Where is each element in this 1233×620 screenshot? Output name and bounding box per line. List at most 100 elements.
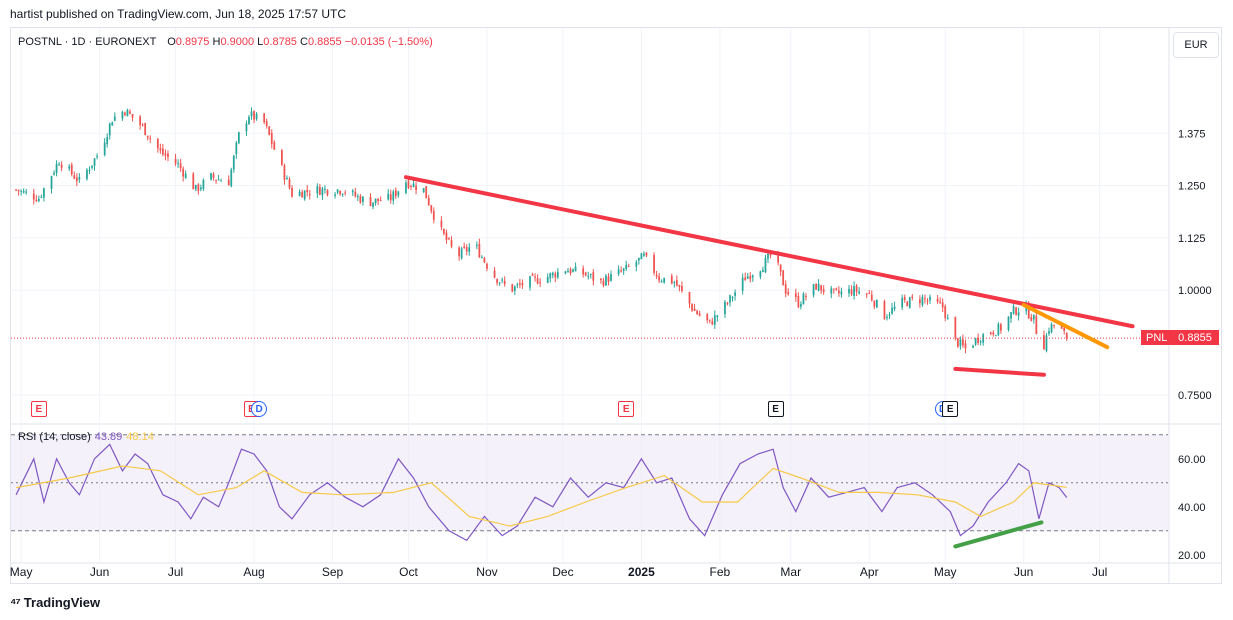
time-tick-label: Jul (1092, 565, 1107, 579)
rsi-ma-line[interactable] (15, 465, 1067, 527)
currency-button[interactable]: EUR (1173, 32, 1219, 58)
candle-body (637, 257, 640, 261)
candle-body (635, 262, 638, 267)
resistance-trendline[interactable] (953, 366, 1046, 377)
candle-body (156, 138, 159, 149)
candle-body (627, 265, 630, 267)
candle-body (691, 304, 693, 311)
dividend-marker[interactable]: D (251, 401, 268, 417)
candle-body (989, 332, 992, 334)
symbol-label[interactable]: POSTNL · 1D · EURONEXT (18, 36, 157, 48)
footer-brand[interactable]: ⁴⁷ TradingView (10, 595, 100, 610)
candle-body (868, 293, 871, 295)
candle-body (162, 148, 164, 155)
high-value: 0.9000 (220, 36, 255, 48)
publisher-caption: hartist published on TradingView.com, Ju… (10, 7, 346, 21)
candle-body (751, 275, 754, 278)
candle-body (498, 282, 501, 284)
short-trendline[interactable] (1021, 302, 1110, 350)
candle-body (1015, 307, 1017, 315)
candle-body (174, 158, 177, 164)
candle-body (941, 302, 944, 308)
candle-body (964, 343, 967, 349)
candle-body (341, 193, 344, 195)
candle-body (840, 291, 843, 295)
last-price-tag: 0.8855 (1171, 330, 1219, 345)
candle-body (539, 282, 542, 284)
candle-body (962, 339, 964, 346)
time-tick-label: Sep (322, 565, 344, 579)
earnings-marker[interactable]: E (767, 401, 784, 417)
candle-body (58, 164, 60, 166)
candle-body (458, 247, 461, 257)
earnings-marker[interactable]: E (942, 401, 959, 417)
candle-body (344, 192, 347, 194)
candle-body (75, 177, 78, 182)
candle-body (764, 257, 767, 273)
candle-body (908, 297, 911, 308)
candle-body (486, 263, 488, 269)
candle-body (356, 196, 359, 198)
candle-body (25, 191, 28, 193)
candle-body (321, 188, 324, 196)
candle-body (551, 272, 554, 276)
candle-body (602, 280, 605, 286)
candle-body (250, 111, 253, 117)
footer-brand-label: TradingView (23, 595, 101, 610)
candle-body (422, 188, 425, 193)
candle-body (536, 278, 539, 284)
candle-body (592, 272, 595, 281)
rsi-divergence-line[interactable] (953, 520, 1044, 549)
candle-body (556, 271, 559, 278)
candle-body (835, 288, 838, 290)
candle-body (164, 153, 167, 156)
candle-body (1007, 316, 1010, 330)
candle-body (554, 273, 557, 278)
time-tick-label: Oct (399, 565, 418, 579)
candle-body (40, 196, 43, 198)
candle-body (263, 113, 266, 123)
candle-body (625, 264, 628, 269)
price-tick-label: 0.7500 (1178, 390, 1212, 402)
candle-body (802, 293, 805, 305)
candle-body (924, 298, 926, 300)
candle-body (55, 164, 58, 174)
candle-body (255, 113, 258, 120)
candle-body (465, 247, 468, 252)
rsi-line[interactable] (15, 443, 1068, 542)
candle-body (954, 316, 957, 338)
candle-body (574, 266, 577, 272)
candle-body (797, 296, 800, 308)
candle-body (463, 246, 466, 248)
candle-body (521, 283, 524, 286)
rsi-label[interactable]: RSI (14, close) (18, 431, 91, 443)
candle-body (389, 194, 392, 201)
candle-body (298, 191, 301, 196)
candle-body (392, 191, 395, 201)
candle-body (564, 271, 567, 274)
candle-body (858, 291, 861, 294)
price-tick-label: 1.0000 (1178, 285, 1212, 297)
earnings-marker[interactable]: E (618, 401, 635, 417)
time-tick-label: Jul (168, 565, 183, 579)
candle-body (351, 190, 354, 193)
candle-body (374, 198, 377, 204)
candle-body (837, 290, 840, 294)
candle-body (306, 189, 309, 193)
candle-body (167, 153, 169, 158)
candle-body (235, 142, 238, 155)
candle-body (20, 190, 23, 192)
earnings-marker[interactable]: E (30, 401, 47, 417)
candle-body (569, 269, 572, 274)
candle-body (50, 176, 53, 189)
candle-body (782, 270, 785, 286)
price-tick-label: 1.125 (1178, 233, 1206, 245)
candle-body (159, 148, 162, 151)
candle-body (407, 180, 410, 188)
resistance-trendline[interactable] (403, 175, 1135, 329)
candle-body (784, 284, 787, 294)
candle-body (362, 196, 364, 202)
candle-body (281, 150, 283, 165)
candle-body (129, 111, 131, 114)
